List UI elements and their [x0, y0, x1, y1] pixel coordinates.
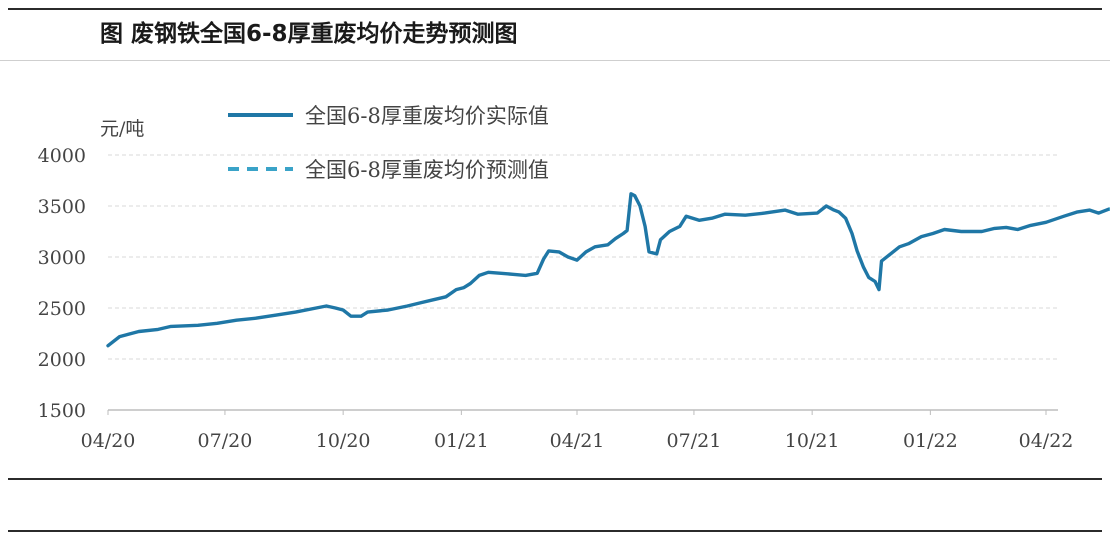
top-border-line: [8, 8, 1102, 10]
x-axis-ticks: 04/20 07/20 10/20 01/21 04/21 07/21 10/21 01/22…: [81, 410, 1074, 452]
x-tick-label: 04/22: [1019, 430, 1074, 452]
y-tick-label: 3500: [38, 196, 86, 218]
actual-series-line: [106, 192, 1110, 348]
y-tick-label: 2000: [38, 349, 86, 371]
y-axis-label: 元/吨: [100, 118, 144, 140]
series-group: [106, 192, 1110, 348]
title-divider: [0, 60, 1110, 61]
x-tick-label: 10/20: [316, 430, 371, 452]
x-tick-label: 01/22: [903, 430, 958, 452]
legend-label: 全国6-8厚重废均价实际值: [305, 104, 549, 128]
figure-title: 图 废钢铁全国6-8厚重废均价走势预测图: [100, 21, 518, 47]
y-tick-label: 2500: [38, 298, 86, 320]
legend-label: 全国6-8厚重废均价预测值: [305, 158, 549, 182]
y-tick-label: 4000: [38, 145, 86, 167]
section-divider-line: [8, 478, 1102, 480]
x-tick-label: 04/20: [81, 430, 136, 452]
x-tick-label: 10/21: [785, 430, 840, 452]
y-tick-label: 3000: [38, 247, 86, 269]
x-tick-label: 01/21: [434, 430, 489, 452]
grid-lines: [108, 154, 1058, 360]
bottom-border-line: [8, 530, 1102, 532]
y-axis-ticks: 4000 3500 3000 2500 2000 1500: [38, 145, 86, 422]
x-tick-label: 07/20: [198, 430, 253, 452]
x-tick-label: 07/21: [667, 430, 722, 452]
x-tick-label: 04/21: [550, 430, 605, 452]
y-tick-label: 1500: [38, 400, 86, 422]
